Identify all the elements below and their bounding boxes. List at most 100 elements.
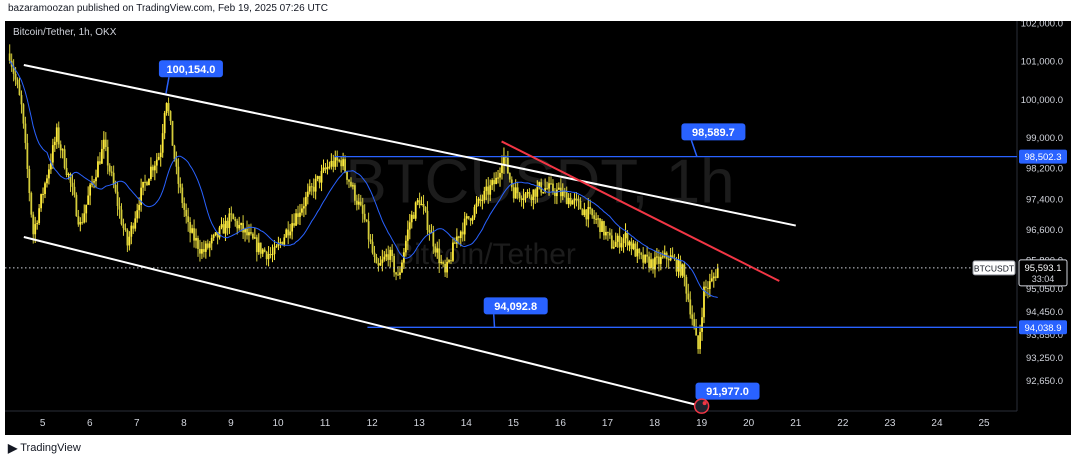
candle-body-118 (240, 223, 243, 225)
y-tick-label-0: 102,000.0 (1021, 21, 1063, 29)
candle-body-114 (232, 214, 235, 220)
candle-body-70 (146, 182, 148, 186)
candle-body-205 (410, 214, 413, 223)
candle-body-230 (459, 231, 462, 239)
candle-body-186 (373, 252, 376, 257)
callout-level-bottom-label: 94,092.8 (494, 301, 537, 313)
candle-body-290 (577, 199, 580, 201)
candle-body-352 (699, 331, 701, 350)
candle-body-229 (457, 236, 460, 239)
candle-body-197 (395, 272, 397, 275)
tradingview-logo[interactable]: ▶ TradingView (8, 441, 81, 455)
candle-body-76 (157, 156, 160, 160)
candle-body-199 (399, 272, 401, 276)
candle-body-88 (181, 187, 184, 204)
candle-body-298 (593, 215, 596, 219)
y-tick-label-3: 99,000.0 (1026, 133, 1063, 144)
candle-body-317 (630, 241, 633, 250)
x-tick-label-15: 20 (743, 418, 755, 429)
candle-body-255 (508, 173, 511, 180)
candle-body-251 (501, 164, 503, 173)
candle-body-314 (624, 232, 627, 239)
publish-info: bazaramoozan published on TradingView.co… (8, 3, 329, 14)
candle-body-144 (291, 223, 294, 232)
candle-body-55 (116, 191, 119, 206)
candle-body-275 (548, 183, 550, 189)
candle-body-68 (142, 181, 144, 188)
candle-body-85 (175, 159, 178, 167)
candle-body-286 (569, 197, 572, 205)
candle-body-59 (124, 228, 127, 230)
candle-body-293 (583, 209, 586, 216)
candle-body-308 (612, 246, 615, 249)
candle-body-300 (597, 218, 599, 220)
candle-body-159 (320, 171, 323, 183)
candle-body-31 (69, 173, 72, 183)
candle-body-92 (189, 222, 192, 233)
candle-body-72 (150, 166, 152, 179)
candle-body-176 (353, 185, 356, 201)
candle-body-172 (346, 171, 348, 180)
candle-body-231 (461, 231, 464, 235)
y-tick-label-2: 100,000.0 (1021, 95, 1063, 106)
candle-body-62 (130, 225, 133, 237)
candle-body-20 (48, 169, 50, 179)
callout-level-top-box (681, 123, 746, 141)
candle-body-214 (428, 230, 431, 233)
candle-body-188 (377, 263, 380, 266)
candle-body-147 (297, 213, 299, 217)
watermark-symbol: BTCUSDT, 1h (345, 148, 734, 217)
candle-body-280 (557, 187, 560, 190)
callout-level-top-pointer (690, 140, 698, 157)
candle-body-71 (148, 178, 150, 186)
candle-body-43 (93, 181, 95, 183)
candle-body-261 (520, 198, 523, 200)
candle-body-340 (675, 259, 678, 272)
candle-body-155 (312, 186, 315, 192)
y-tick-label-4: 98,200.0 (1026, 164, 1063, 175)
candle-body-178 (357, 201, 360, 205)
candle-body-11 (30, 193, 33, 215)
x-tick-label-9: 14 (461, 418, 473, 429)
candle-body-152 (306, 191, 309, 197)
candle-body-277 (552, 183, 554, 193)
candle-body-99 (202, 249, 205, 252)
candle-body-303 (603, 221, 605, 236)
candle-body-69 (144, 181, 146, 183)
candle-body-347 (689, 299, 692, 315)
candle-body-36 (79, 222, 82, 225)
candle-body-212 (424, 206, 427, 211)
candle-body-289 (575, 198, 578, 200)
y-tick-label-6: 96,600.0 (1026, 225, 1063, 236)
candle-body-125 (253, 237, 256, 239)
candle-body-48 (102, 139, 105, 149)
candle-body-109 (222, 224, 225, 234)
candle-body-179 (359, 201, 362, 206)
chart-panel[interactable]: BTCUSDT, 1h Bitcoin/Tether Bitcoin/Tether,… (5, 18, 1071, 435)
candle-body-228 (455, 236, 458, 244)
candle-body-161 (324, 167, 327, 170)
callout-target-box (695, 382, 760, 400)
candle-body-270 (538, 182, 541, 187)
candle-body-106 (216, 232, 219, 238)
candle-body-361 (716, 268, 719, 278)
candle-body-148 (299, 212, 301, 217)
candle-body-252 (503, 156, 505, 165)
callout-target-label: 91,977.0 (706, 386, 749, 398)
candle-body-334 (663, 252, 666, 257)
candle-body-336 (667, 259, 670, 261)
candle-body-45 (97, 161, 99, 178)
candle-body-139 (281, 242, 284, 245)
candle-body-53 (112, 172, 115, 185)
candle-body-6 (20, 95, 23, 105)
candle-body-233 (465, 216, 468, 219)
candle-body-171 (344, 159, 346, 172)
candle-body-100 (204, 243, 207, 252)
symbol-tag-text: BTCUSDT (974, 263, 1014, 273)
candle-body-333 (661, 256, 664, 258)
price-chart[interactable]: BTCUSDT, 1h Bitcoin/Tether Bitcoin/Tether,… (5, 18, 1071, 435)
candle-body-262 (522, 198, 525, 200)
current-price-value: 95,593.1 (1025, 263, 1062, 274)
candle-body-264 (526, 192, 529, 194)
candle-body-117 (238, 224, 241, 229)
